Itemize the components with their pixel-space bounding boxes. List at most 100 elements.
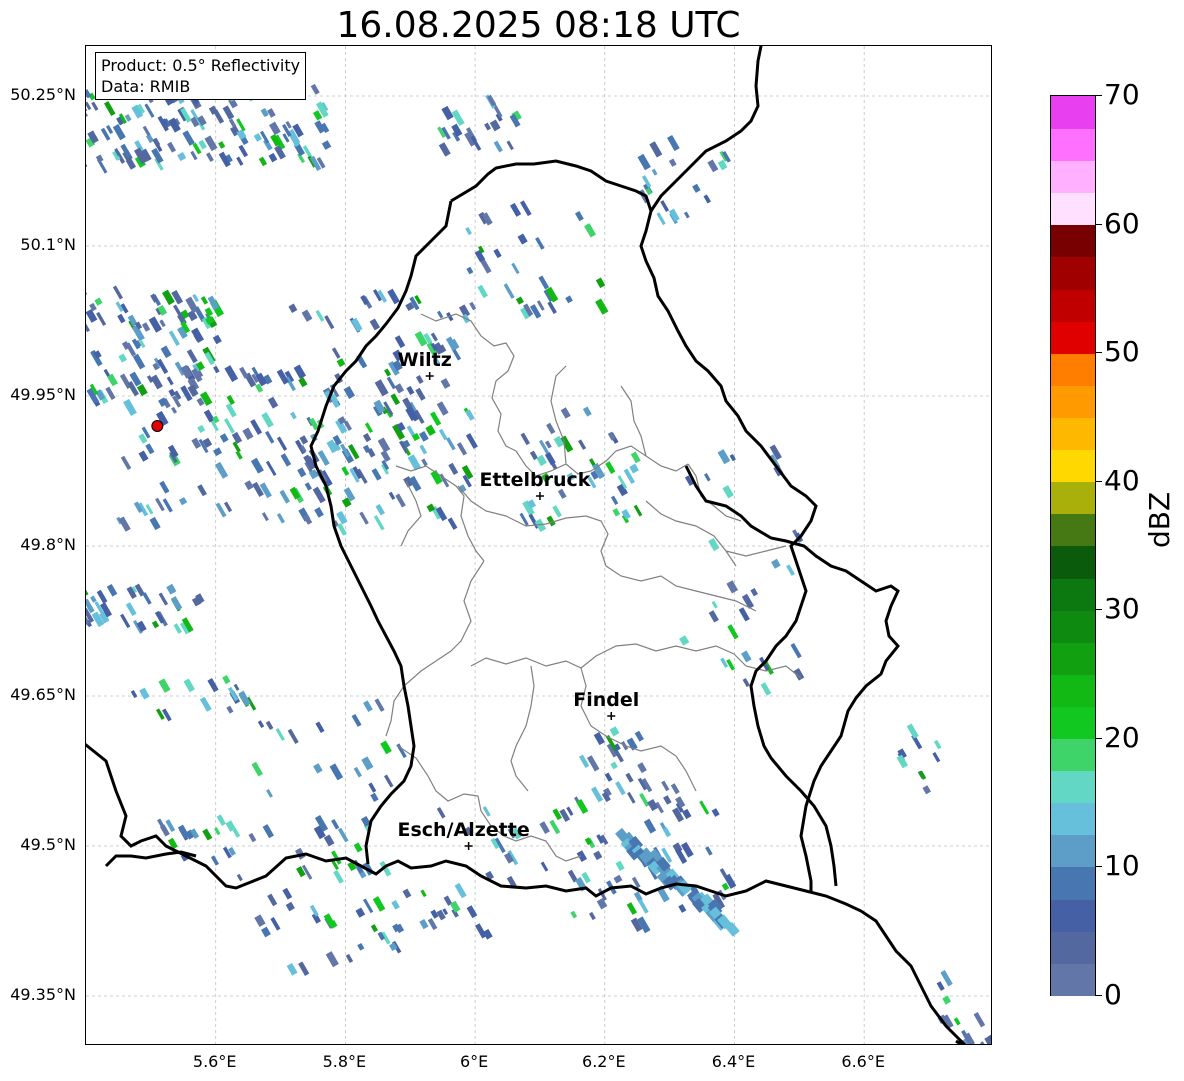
echo-bin [297, 467, 307, 478]
echo-bin [392, 360, 403, 372]
echo-bin [297, 152, 306, 164]
echo-bin [262, 824, 274, 839]
echo-bin [626, 791, 636, 804]
echo-bin [332, 434, 342, 446]
echo-bin [259, 482, 272, 499]
echo-bin [464, 132, 476, 147]
echo-bin [405, 302, 415, 312]
echo-bin [251, 373, 259, 384]
echo-bin [465, 226, 472, 236]
echo-bin [222, 846, 232, 859]
echo-bin [409, 296, 420, 311]
echo-bin [219, 433, 229, 443]
echo-bin [138, 433, 148, 444]
echo-bin [707, 159, 719, 173]
echo-bin [181, 617, 194, 633]
echo-bin [276, 513, 285, 524]
echo-bin [213, 365, 220, 374]
echo-bin [723, 873, 737, 889]
colorbar-segment [1051, 866, 1095, 900]
echo-bin [656, 212, 666, 226]
colorbar-tick-label: 60 [1104, 206, 1140, 240]
echo-bin [661, 780, 670, 792]
echo-bin [239, 366, 249, 379]
echo-bin [258, 156, 268, 167]
echo-bin [222, 674, 231, 685]
echo-bin [381, 459, 390, 471]
echo-bin [670, 783, 680, 795]
echo-bin [197, 115, 207, 126]
echo-bin [458, 484, 467, 493]
echo-bin [708, 610, 719, 623]
city-marker: Esch/Alzette [397, 819, 530, 850]
echo-bin [260, 107, 269, 117]
echo-bin [629, 463, 639, 474]
echo-bin [171, 406, 178, 414]
echo-bin [191, 368, 203, 383]
echo-bin [567, 869, 578, 883]
lon-tick-label: 6.6°E [841, 1052, 885, 1071]
echo-bin [130, 690, 138, 699]
echo-bin [655, 801, 664, 814]
echo-bin [302, 145, 314, 161]
echo-bin [406, 425, 416, 437]
echo-bin [129, 371, 142, 387]
echo-bin [387, 288, 400, 305]
echo-bin [426, 503, 436, 513]
echo-bin [760, 682, 772, 696]
radar-map[interactable]: Wiltz Ettelbruck Findel Esch/Alzette [85, 45, 992, 1045]
echo-bin [167, 837, 178, 850]
echo-bin [86, 319, 91, 333]
echo-bin [168, 330, 180, 346]
echo-bin [708, 538, 720, 552]
echo-bin [641, 778, 653, 793]
colorbar-segment [1051, 802, 1095, 836]
echo-bin [371, 468, 382, 481]
echo-bin [549, 819, 561, 835]
echo-bin [107, 373, 118, 387]
radar-echoes [86, 78, 991, 1044]
echo-bin [171, 290, 184, 305]
echo-bin [425, 424, 436, 436]
echo-bin [356, 468, 368, 484]
echo-bin [414, 330, 428, 347]
echo-bin [170, 596, 183, 611]
echo-bin [288, 303, 298, 314]
echo-bin [392, 349, 404, 362]
echo-bin [252, 481, 264, 497]
echo-bin [106, 124, 114, 135]
echo-bin [115, 301, 124, 313]
colorbar-label: dBZ [1143, 491, 1176, 548]
echo-bin [441, 126, 451, 140]
colorbar-tick-mark [1096, 609, 1102, 611]
echo-bin [231, 431, 243, 444]
echo-bin [157, 304, 168, 316]
echo-bin [300, 445, 307, 453]
colorbar-tick-label: 50 [1104, 335, 1140, 369]
echo-bin [419, 431, 429, 442]
echo-bin [126, 586, 137, 600]
echo-bin [282, 887, 293, 900]
echo-bin [225, 403, 237, 418]
echo-bin [545, 286, 559, 303]
echo-bin [286, 962, 298, 976]
echo-bin [105, 386, 116, 400]
echo-bin [159, 480, 170, 494]
echo-bin [116, 116, 125, 126]
echo-bin [138, 450, 149, 462]
echo-bin [86, 284, 88, 297]
echo-bin [180, 364, 193, 379]
echo-bin [769, 444, 782, 461]
echo-bin [402, 888, 412, 899]
echo-bin [268, 121, 281, 136]
echo-bin [519, 512, 529, 526]
echo-bin [303, 513, 313, 525]
echo-bin [203, 409, 215, 423]
echo-bin [633, 891, 643, 902]
echo-bin [131, 104, 144, 119]
echo-bin [124, 113, 132, 122]
echo-bin [451, 123, 463, 137]
echo-bin [370, 924, 378, 933]
echo-bin [191, 596, 202, 607]
echo-bin [167, 141, 177, 153]
